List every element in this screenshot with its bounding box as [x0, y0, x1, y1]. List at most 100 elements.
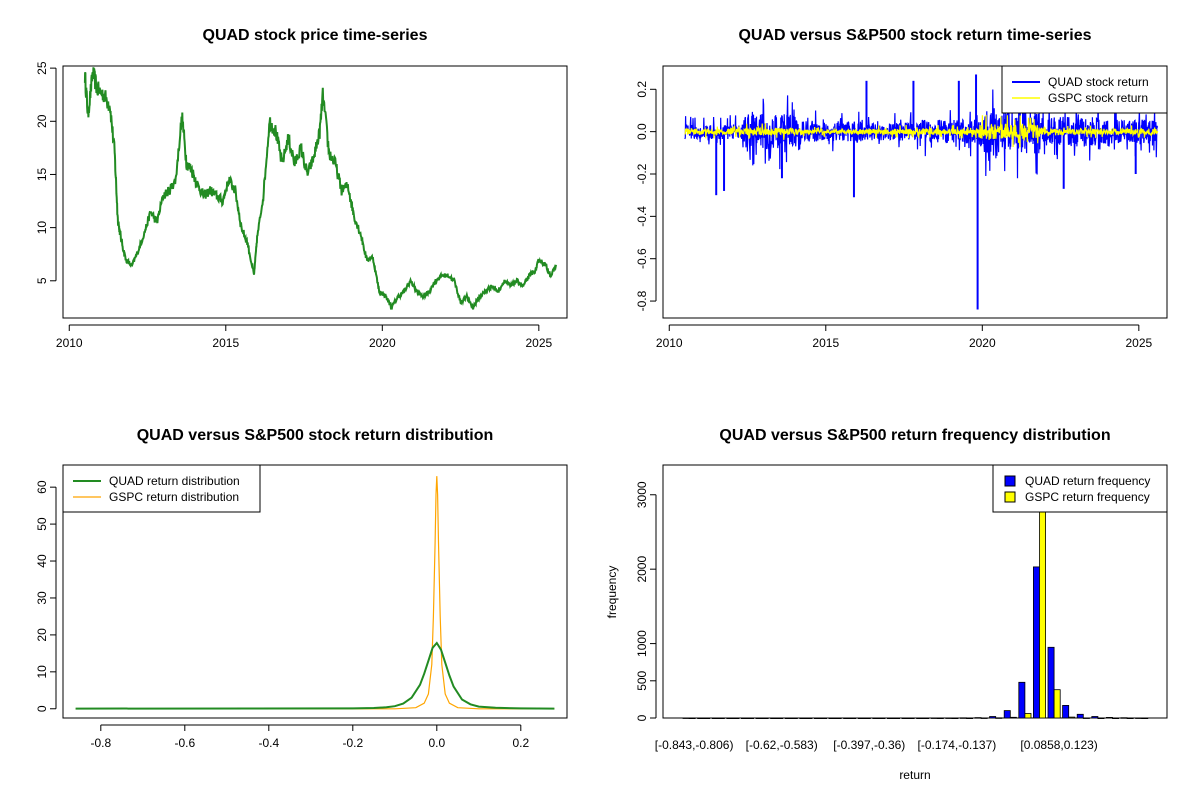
returns-y-tick-label: 0.2 [635, 81, 649, 98]
gspc-frequency-bar [1082, 717, 1090, 719]
gspc-frequency-bar [776, 717, 784, 720]
gspc-frequency-bar [1068, 716, 1076, 719]
gspc-frequency-bar [747, 717, 754, 720]
gspc-frequency-bar [1112, 717, 1119, 720]
density-plot-frame [62, 464, 568, 719]
frequency-legend-label: GSPC return frequency [1025, 490, 1150, 504]
returns-plot-frame [662, 65, 1168, 319]
quad-density-line [75, 641, 555, 710]
quad-frequency-bar [1062, 705, 1070, 719]
frequency-legend-swatch [1004, 475, 1016, 487]
returns-x-tick-label: 2020 [969, 336, 996, 350]
frequency-y-tick-label: 0 [635, 714, 649, 721]
returns-x-tick-label: 2025 [1125, 336, 1152, 350]
gspc-frequency-bar [966, 717, 973, 720]
quad-frequency-bar [916, 717, 924, 720]
price-x-tick-label: 2020 [369, 336, 396, 350]
gspc-frequency-bar [790, 717, 798, 720]
gspc-frequency-bar [1053, 689, 1061, 719]
price-y-tick-label: 10 [35, 221, 49, 235]
quad-frequency-bar [726, 717, 734, 720]
frequency-y-tick-label: 3000 [635, 481, 649, 508]
gspc-frequency-bar [732, 717, 740, 720]
frequency-x-axis-label: return [899, 768, 930, 782]
frequency-distribution-panel: QUAD versus S&P500 return frequency dist… [605, 427, 1168, 782]
frequency-x-tick-label: [-0.397,-0.36) [833, 738, 905, 752]
density-x-tick-label: -0.6 [174, 736, 195, 750]
quad-return-series-line [684, 82, 1159, 179]
density-y-tick-label: 0 [35, 705, 49, 712]
quad-frequency-bar [1106, 717, 1113, 719]
gspc-frequency-bar [878, 717, 886, 720]
price-y-tick-label: 25 [35, 61, 49, 75]
gspc-density-line [75, 476, 555, 710]
frequency-legend-swatch [1004, 491, 1016, 503]
frequency-y-tick-label: 500 [635, 670, 649, 690]
quad-frequency-bar [843, 717, 851, 720]
gspc-frequency-bar [980, 717, 988, 719]
density-legend-box [62, 464, 261, 513]
density-x-tick-label: -0.2 [342, 736, 363, 750]
quad-frequency-bar [711, 717, 719, 720]
price-x-tick-label: 2010 [56, 336, 83, 350]
frequency-y-tick-label: 1000 [635, 630, 649, 657]
return-distribution-panel: QUAD versus S&P500 stock return distribu… [35, 427, 568, 750]
quad-frequency-bar [1091, 716, 1099, 719]
quad-frequency-bar [1003, 710, 1011, 719]
density-y-tick-label: 60 [35, 480, 49, 494]
quad-frequency-bar [857, 717, 865, 720]
gspc-frequency-bar [717, 717, 725, 720]
gspc-frequency-bar [951, 717, 959, 720]
density-legend-label: QUAD return distribution [109, 474, 240, 488]
gspc-frequency-bar [1097, 717, 1105, 720]
frequency-legend-label: QUAD return frequency [1025, 474, 1150, 488]
quad-frequency-bar [974, 717, 982, 719]
returns-x-tick-label: 2010 [656, 336, 683, 350]
density-x-tick-label: 0.0 [428, 736, 445, 750]
return-timeseries-title: QUAD versus S&P500 stock return time-ser… [738, 27, 1091, 44]
frequency-x-tick-label: [0.0858,0.123) [1020, 738, 1097, 752]
frequency-x-tick-label: [-0.174,-0.137) [918, 738, 997, 752]
gspc-frequency-bar [893, 717, 900, 720]
returns-x-tick-label: 2015 [812, 336, 839, 350]
gspc-frequency-bar [834, 717, 842, 720]
quad-frequency-bar [814, 717, 821, 720]
returns-y-tick-label: -0.2 [635, 163, 649, 184]
gspc-return-series-line [684, 114, 1159, 148]
quad-frequency-bar [1018, 681, 1026, 719]
returns-legend-label: QUAD stock return [1048, 75, 1149, 89]
density-y-tick-label: 10 [35, 665, 49, 679]
price-chart-panel: QUAD stock price time-series 2010 2015 202… [35, 27, 568, 350]
returns-y-tick-label: -0.4 [635, 206, 649, 227]
gspc-frequency-bar [863, 717, 871, 720]
price-series-line [83, 67, 557, 310]
gspc-frequency-bar [805, 717, 813, 720]
quad-frequency-bar [755, 717, 763, 720]
gspc-frequency-bar [907, 717, 915, 720]
quad-frequency-bar [799, 717, 807, 720]
quad-frequency-bar [901, 717, 909, 720]
return-timeseries-panel: QUAD versus S&P500 stock return time-ser… [635, 27, 1168, 350]
frequency-y-axis-label: frequency [605, 566, 619, 619]
frequency-x-tick-label: [-0.843,-0.806) [655, 738, 734, 752]
returns-legend-label: GSPC stock return [1048, 91, 1148, 105]
quad-frequency-bar [872, 717, 880, 720]
quad-frequency-bar [770, 717, 778, 720]
quad-frequency-bar [989, 716, 997, 719]
quad-frequency-bar [1033, 566, 1040, 719]
gspc-frequency-bar [1024, 713, 1032, 719]
returns-y-tick-label: -0.6 [635, 248, 649, 269]
price-y-tick-label: 15 [35, 167, 49, 181]
density-y-tick-label: 20 [35, 628, 49, 642]
frequency-x-tick-label: [-0.62,-0.583) [746, 738, 818, 752]
price-chart-title: QUAD stock price time-series [203, 27, 428, 44]
quad-frequency-bar [741, 717, 748, 720]
density-y-tick-label: 50 [35, 517, 49, 531]
return-distribution-title: QUAD versus S&P500 stock return distribu… [137, 427, 494, 444]
quad-frequency-bar [1135, 717, 1143, 719]
frequency-distribution-title: QUAD versus S&P500 return frequency dist… [719, 427, 1110, 444]
quad-frequency-bar [960, 717, 967, 719]
gspc-frequency-bar [703, 717, 711, 720]
gspc-frequency-bar [1009, 716, 1017, 719]
